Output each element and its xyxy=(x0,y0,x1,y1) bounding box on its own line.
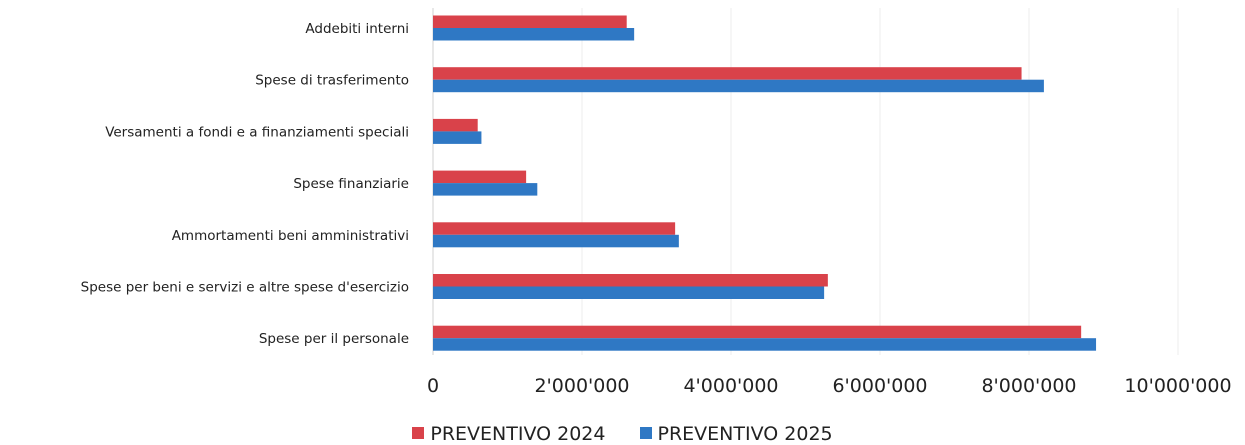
legend-label-2024: PREVENTIVO 2024 xyxy=(430,423,606,445)
bar-2025 xyxy=(433,286,825,299)
category-label: Spese per il personale xyxy=(259,331,409,347)
bar-2025 xyxy=(433,79,1044,93)
bar-2025 xyxy=(433,131,482,144)
category-label: Spese per beni e servizi e altre spese d… xyxy=(81,280,409,296)
bars xyxy=(433,15,1097,351)
legend: PREVENTIVO 2024 PREVENTIVO 2025 xyxy=(0,423,1245,445)
bar-2024 xyxy=(433,222,676,235)
bar-2025 xyxy=(433,234,679,248)
bar-2025 xyxy=(433,28,635,41)
x-tick-label: 0 xyxy=(427,375,439,397)
x-tick-label: 4'000'000 xyxy=(683,375,778,397)
x-tick-label: 2'000'000 xyxy=(534,375,629,397)
bar-2025 xyxy=(433,183,538,196)
bar-2025 xyxy=(433,338,1097,351)
legend-item-2024: PREVENTIVO 2024 xyxy=(412,423,605,445)
legend-swatch-2025 xyxy=(639,427,652,439)
legend-swatch-2024 xyxy=(412,427,425,439)
category-labels: Addebiti interni Spese di trasferimento Ve… xyxy=(81,21,409,347)
category-label: Spese finanziarie xyxy=(293,176,409,192)
bar-2024 xyxy=(433,325,1082,339)
category-label: Versamenti a fondi e a finanziamenti spe… xyxy=(105,124,409,140)
bar-2024 xyxy=(433,118,478,132)
x-tick-label: 10'000'000 xyxy=(1124,375,1231,397)
x-tick-label: 8'000'000 xyxy=(981,375,1076,397)
x-axis-tick-labels: 0 2'000'000 4'000'000 6'000'000 8'000'000 10'… xyxy=(427,375,1232,397)
bar-2024 xyxy=(433,67,1022,80)
legend-item-2025: PREVENTIVO 2025 xyxy=(639,423,833,445)
category-label: Addebiti interni xyxy=(305,21,409,37)
category-label: Ammortamenti beni amministrativi xyxy=(172,228,409,244)
legend-label-2025: PREVENTIVO 2025 xyxy=(657,423,833,445)
bar-2024 xyxy=(433,15,627,28)
bar-2024 xyxy=(433,170,527,184)
category-label: Spese di trasferimento xyxy=(255,73,409,89)
x-tick-label: 6'000'000 xyxy=(832,375,927,397)
bar-2024 xyxy=(433,274,828,287)
gridlines xyxy=(432,8,1179,355)
